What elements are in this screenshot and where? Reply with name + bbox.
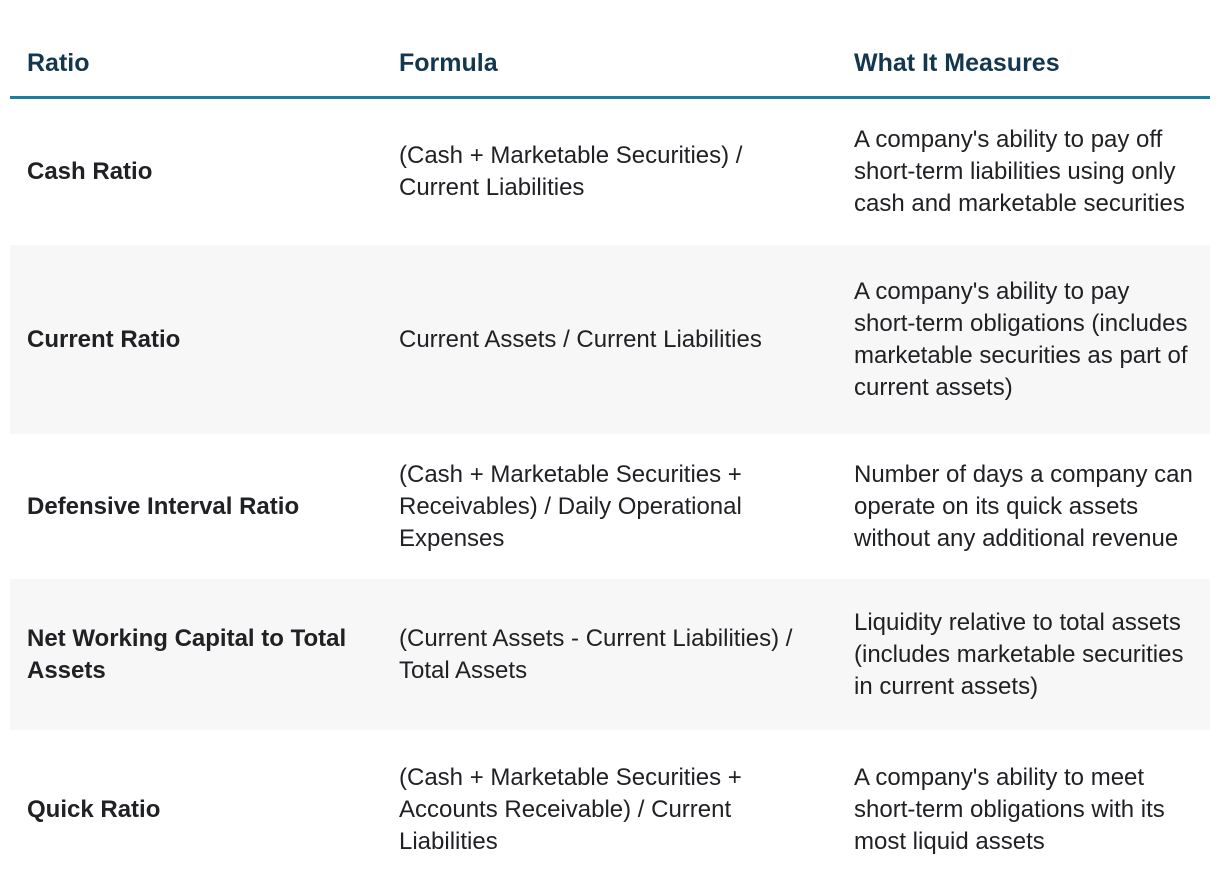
liquidity-ratios-table: Ratio Formula What It Measures Cash Rati… xyxy=(10,40,1210,889)
measures-cell: A company's ability to pay off short-ter… xyxy=(854,125,1185,217)
col-header-ratio: Ratio xyxy=(10,40,382,99)
table-body: Cash Ratio (Cash + Marketable Securities… xyxy=(10,97,1210,889)
header-row: Ratio Formula What It Measures xyxy=(10,40,1210,99)
table-header: Ratio Formula What It Measures xyxy=(10,40,1210,99)
measures-cell: Number of days a company can operate on … xyxy=(854,460,1193,552)
measures-cell: A company's ability to pay short-term ob… xyxy=(854,277,1188,401)
table-row: Quick Ratio (Cash + Marketable Securitie… xyxy=(10,730,1210,889)
ratio-cell: Cash Ratio xyxy=(27,157,153,185)
formula-cell: Current Assets / Current Liabilities xyxy=(399,325,762,353)
col-header-what-it-measures: What It Measures xyxy=(837,40,1210,99)
formula-cell: (Cash + Marketable Securities) / Current… xyxy=(399,141,743,201)
ratio-cell: Quick Ratio xyxy=(27,795,161,823)
measures-cell: Liquidity relative to total assets (incl… xyxy=(854,608,1184,700)
ratio-cell: Net Working Capital to Total Assets xyxy=(27,624,347,684)
measures-cell: A company's ability to meet short-term o… xyxy=(854,763,1165,855)
table-row: Net Working Capital to Total Assets (Cur… xyxy=(10,579,1210,730)
table-row: Cash Ratio (Cash + Marketable Securities… xyxy=(10,97,1210,245)
formula-cell: (Cash + Marketable Securities + Receivab… xyxy=(399,460,742,552)
ratio-cell: Current Ratio xyxy=(27,325,181,353)
table-row: Defensive Interval Ratio (Cash + Marketa… xyxy=(10,434,1210,579)
ratio-cell: Defensive Interval Ratio xyxy=(27,492,300,520)
col-header-formula: Formula xyxy=(382,40,837,99)
formula-cell: (Current Assets - Current Liabilities) /… xyxy=(399,624,793,684)
formula-cell: (Cash + Marketable Securities + Accounts… xyxy=(399,763,742,855)
table-row: Current Ratio Current Assets / Current L… xyxy=(10,245,1210,434)
